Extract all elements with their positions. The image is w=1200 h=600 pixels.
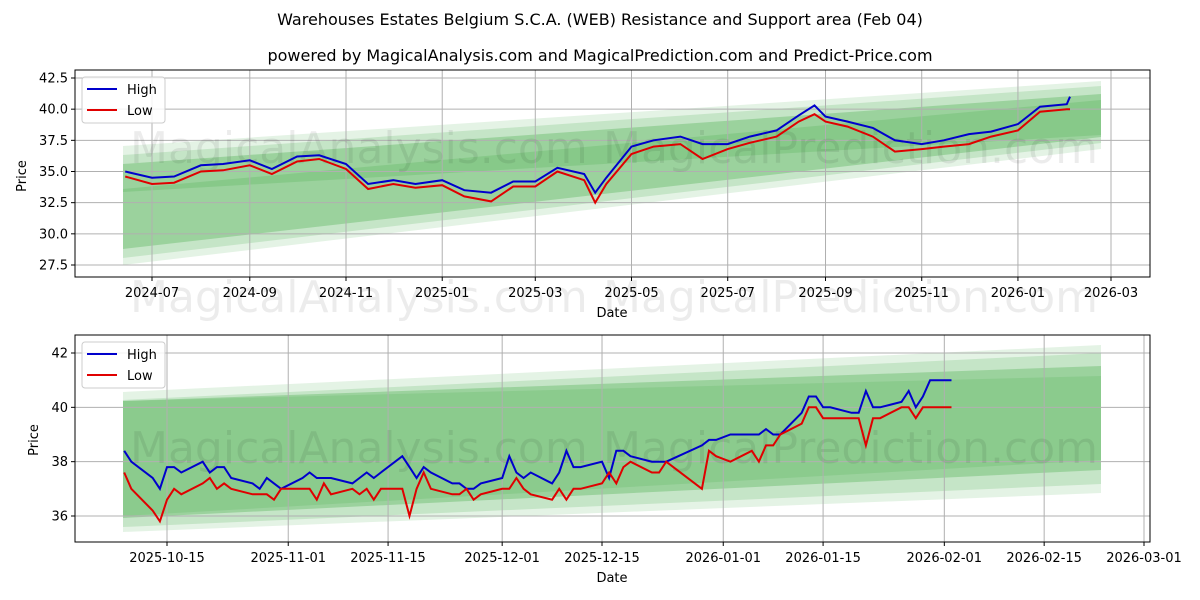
y-tick-label: 27.5 bbox=[39, 259, 68, 274]
top-x-axis-label: Date bbox=[596, 306, 627, 321]
x-tick-label: 2025-12-15 bbox=[564, 551, 640, 566]
legend-high-label: High bbox=[127, 348, 157, 363]
band-mid bbox=[123, 353, 1101, 527]
high-line bbox=[124, 96, 1071, 195]
y-tick-label: 36 bbox=[51, 510, 68, 525]
x-tick-label: 2026-01 bbox=[991, 286, 1045, 301]
watermark: MagicalAnalysis.com bbox=[130, 423, 588, 474]
low-line bbox=[123, 406, 952, 524]
top-axes-frame bbox=[74, 69, 1151, 278]
watermark: MagicalAnalysis.com bbox=[130, 272, 588, 323]
y-tick-label: 40 bbox=[51, 401, 68, 416]
top-grid bbox=[75, 70, 1150, 277]
x-tick-label: 2025-03 bbox=[508, 286, 562, 301]
x-tick-label: 2025-11-15 bbox=[350, 551, 426, 566]
bottom-x-axis-label: Date bbox=[596, 571, 627, 586]
x-tick-label: 2026-01-15 bbox=[785, 551, 861, 566]
y-tick-label: 35.0 bbox=[39, 165, 68, 180]
chart-subtitle: powered by MagicalAnalysis.com and Magic… bbox=[267, 46, 933, 65]
watermark: MagicalPrediction.com bbox=[603, 423, 1098, 474]
x-tick-label: 2024-11 bbox=[319, 286, 373, 301]
y-tick-label: 37.5 bbox=[39, 134, 68, 149]
x-tick-label: 2025-09 bbox=[798, 286, 852, 301]
x-tick-label: 2026-02-15 bbox=[1006, 551, 1082, 566]
high-line bbox=[123, 379, 952, 492]
low-line bbox=[124, 108, 1070, 205]
x-tick-label: 2025-11 bbox=[895, 286, 949, 301]
x-tick-label: 2025-12-01 bbox=[464, 551, 540, 566]
legend-high-label: High bbox=[127, 83, 157, 98]
top-chart: MagicalAnalysis.com MagicalPrediction.co… bbox=[15, 69, 1151, 323]
x-tick-label: 2026-02-01 bbox=[907, 551, 983, 566]
band-outer bbox=[123, 81, 1101, 265]
y-tick-label: 38 bbox=[51, 455, 68, 470]
top-legend: High Low bbox=[81, 76, 166, 124]
bottom-y-axis-label: Price bbox=[27, 424, 42, 456]
top-y-axis-label: Price bbox=[15, 160, 30, 192]
legend-low-label: Low bbox=[127, 104, 153, 119]
bottom-x-ticks: 2025-10-15 2025-11-01 2025-11-15 2025-12-01… bbox=[129, 542, 1182, 566]
band-core bbox=[123, 376, 1101, 516]
x-tick-label: 2025-11-01 bbox=[250, 551, 326, 566]
y-tick-label: 42 bbox=[51, 347, 68, 362]
x-tick-label: 2025-05 bbox=[604, 286, 658, 301]
x-tick-label: 2026-03 bbox=[1084, 286, 1138, 301]
y-tick-label: 40.0 bbox=[39, 103, 68, 118]
top-x-ticks: 2024-07 2024-09 2024-11 2025-01 2025-03 2025-… bbox=[125, 277, 1138, 301]
bottom-chart: MagicalAnalysis.com MagicalPrediction.co… bbox=[27, 334, 1182, 586]
bottom-axes-frame bbox=[74, 334, 1151, 543]
x-tick-label: 2025-01 bbox=[415, 286, 469, 301]
x-tick-label: 2026-03-01 bbox=[1106, 551, 1182, 566]
y-tick-label: 42.5 bbox=[39, 72, 68, 87]
watermark: MagicalPrediction.com bbox=[603, 123, 1098, 174]
y-tick-label: 32.5 bbox=[39, 196, 68, 211]
bottom-y-ticks: 36 38 40 42 bbox=[51, 347, 75, 525]
bottom-legend: High Low bbox=[81, 341, 166, 389]
legend-low-label: Low bbox=[127, 369, 153, 384]
watermark: MagicalPrediction.com bbox=[603, 272, 1098, 323]
x-tick-label: 2026-01-01 bbox=[685, 551, 761, 566]
chart-title: Warehouses Estates Belgium S.C.A. (WEB) … bbox=[277, 10, 923, 29]
top-y-ticks: 27.5 30.0 32.5 35.0 37.5 40.0 42.5 bbox=[39, 72, 75, 274]
x-tick-label: 2024-09 bbox=[223, 286, 277, 301]
x-tick-label: 2025-07 bbox=[701, 286, 755, 301]
x-tick-label: 2025-10-15 bbox=[129, 551, 205, 566]
band-outer bbox=[123, 345, 1101, 532]
y-tick-label: 30.0 bbox=[39, 227, 68, 242]
x-tick-label: 2024-07 bbox=[125, 286, 179, 301]
band-inner bbox=[123, 366, 1101, 518]
